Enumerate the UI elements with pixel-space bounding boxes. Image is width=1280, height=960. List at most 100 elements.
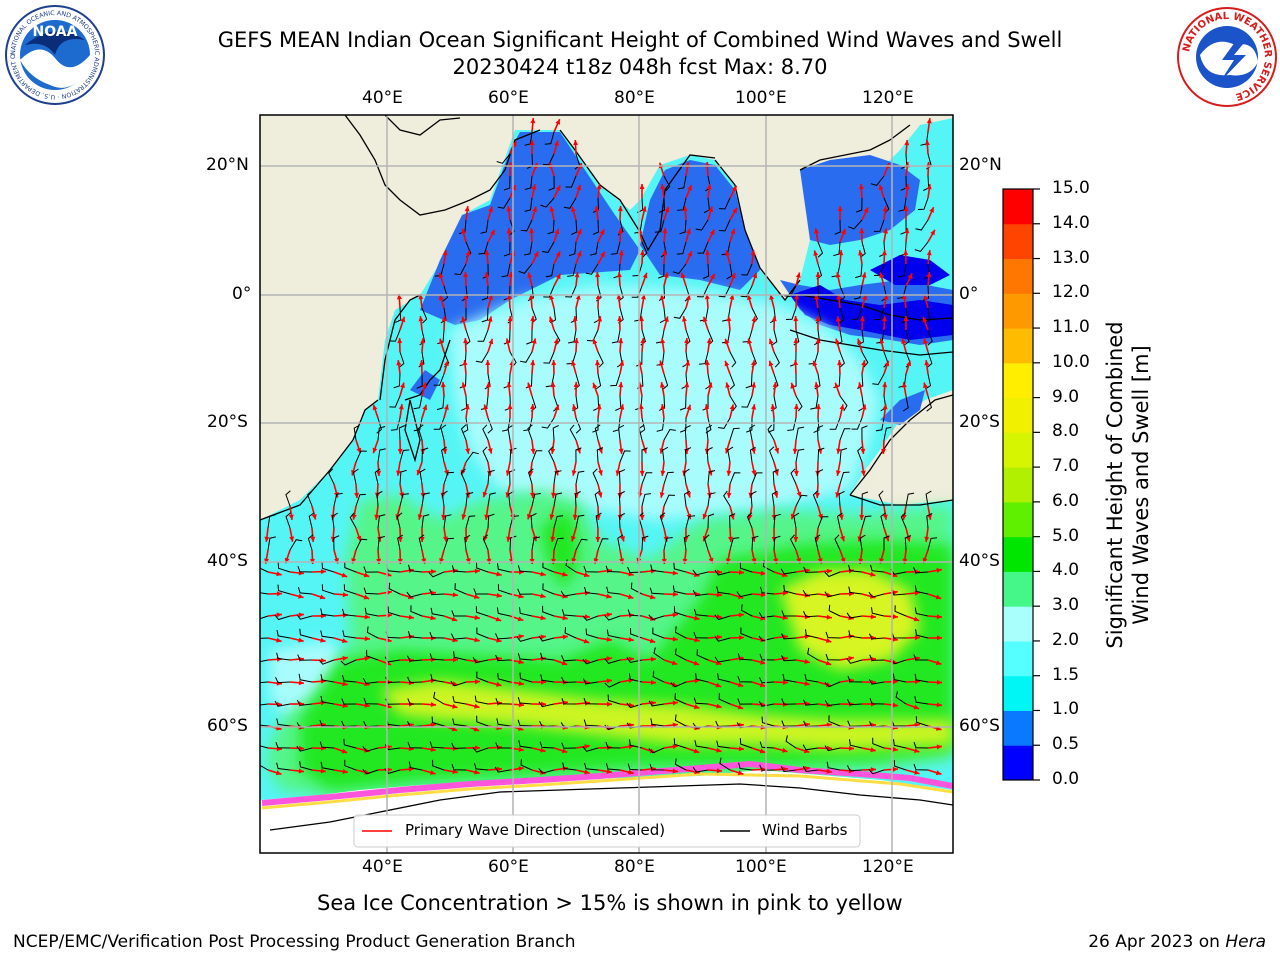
wind-barb	[289, 539, 303, 551]
wave-arrow-head	[607, 701, 612, 707]
wave-arrow-head	[903, 316, 909, 321]
wind-barb	[285, 490, 291, 507]
wave-arrow-head	[577, 229, 582, 235]
wind-barb	[517, 653, 533, 661]
wave-arrow-head	[834, 382, 840, 389]
wind-barb	[366, 649, 379, 661]
wind-barb	[531, 450, 543, 463]
wave-arrow-head	[396, 470, 402, 476]
wind-barb	[363, 566, 379, 573]
colorbar-segment	[1003, 362, 1033, 399]
wind-barb	[648, 747, 665, 754]
wind-barb	[618, 469, 626, 485]
wind-barb	[873, 219, 885, 232]
wind-barb	[767, 424, 775, 441]
wind-barb	[377, 426, 386, 441]
wind-barb	[352, 468, 359, 485]
wind-barb	[927, 537, 938, 551]
wind-barb	[501, 263, 511, 278]
wave-arrow-head	[835, 492, 841, 498]
wind-barb	[869, 654, 885, 661]
wave-arrow-head	[540, 634, 546, 640]
wind-barb	[428, 571, 445, 578]
wave-arrow-head	[341, 748, 348, 754]
wave-arrow-head	[487, 316, 493, 322]
wave-legend-label: Primary Wave Direction (unscaled)	[405, 821, 666, 839]
wave-arrow-head	[768, 338, 774, 345]
wave-arrow-head	[463, 338, 469, 344]
wave-arrow-head	[583, 638, 590, 644]
wave-arrow-head	[813, 250, 819, 256]
wave-arrow-head	[826, 768, 832, 774]
wave-arrow-head	[574, 272, 580, 278]
wind-barb	[276, 652, 291, 661]
wind-barb	[606, 629, 621, 639]
wind-barb	[759, 653, 775, 661]
wave-arrow-head	[704, 294, 710, 300]
wind-barb	[795, 448, 805, 463]
wind-barb	[342, 608, 357, 617]
wind-barb	[475, 606, 489, 617]
wind-barb	[795, 494, 808, 507]
wave-arrow-head	[835, 272, 841, 278]
wave-arrow-head	[815, 316, 821, 321]
wind-barb	[328, 468, 335, 485]
wind-barb	[729, 513, 736, 529]
wave-arrow-head	[729, 404, 735, 410]
wind-barb	[785, 735, 797, 749]
wave-arrow-head	[870, 747, 876, 753]
wind-barb	[443, 537, 454, 551]
wave-arrow-head	[840, 535, 845, 542]
wind-barb	[926, 512, 933, 529]
wind-barb	[714, 569, 731, 576]
wave-arrow-head	[936, 702, 942, 708]
wind-barb	[586, 329, 599, 342]
wave-arrow-head	[936, 679, 942, 685]
wind-barb	[518, 740, 533, 749]
wave-arrow-head	[396, 294, 402, 300]
wind-barb	[542, 241, 555, 253]
wave-arrow-head	[879, 272, 885, 278]
wind-barb	[672, 585, 687, 595]
wind-barb	[430, 607, 445, 617]
wind-barb	[673, 307, 687, 319]
wind-barb	[518, 263, 533, 274]
wave-arrow-head	[430, 615, 436, 621]
wave-arrow-head	[814, 382, 820, 388]
wind-barb	[816, 469, 824, 485]
wave-arrow-head	[861, 272, 867, 278]
wind-barb	[751, 307, 759, 324]
wind-barb	[547, 219, 555, 235]
wave-arrow-head	[298, 680, 304, 686]
wind-barb	[553, 492, 563, 507]
wind-barb	[574, 491, 581, 507]
wave-arrow-head	[737, 770, 744, 776]
wind-barb	[276, 629, 291, 639]
wave-arrow-head	[738, 746, 744, 752]
wave-arrow-head	[606, 769, 612, 774]
wind-barb	[476, 671, 489, 683]
wave-arrow-head	[892, 746, 898, 752]
wind-barb	[913, 741, 929, 749]
wave-arrow-head	[474, 637, 480, 643]
lat-tick-right-4: 40°S	[959, 551, 1000, 571]
wind-barb	[454, 263, 467, 276]
wave-arrow-head	[790, 513, 796, 520]
wind-barb	[847, 765, 863, 772]
wave-arrow-head	[441, 316, 447, 322]
wave-arrow-head	[311, 514, 317, 520]
wind-barb	[749, 424, 756, 441]
wave-arrow-head	[418, 294, 424, 300]
wind-barb	[605, 763, 621, 771]
wave-arrow-head	[484, 272, 490, 278]
wind-barb	[807, 647, 819, 661]
wind-barb	[451, 763, 467, 771]
wind-barb	[641, 241, 648, 258]
wave-arrow-head	[926, 184, 932, 190]
wind-barb	[344, 759, 357, 771]
wind-barb	[519, 607, 533, 617]
wave-arrow-head	[550, 536, 556, 542]
wave-arrow-head	[583, 572, 590, 578]
wind-barb	[677, 197, 687, 211]
wind-barb	[853, 285, 863, 300]
